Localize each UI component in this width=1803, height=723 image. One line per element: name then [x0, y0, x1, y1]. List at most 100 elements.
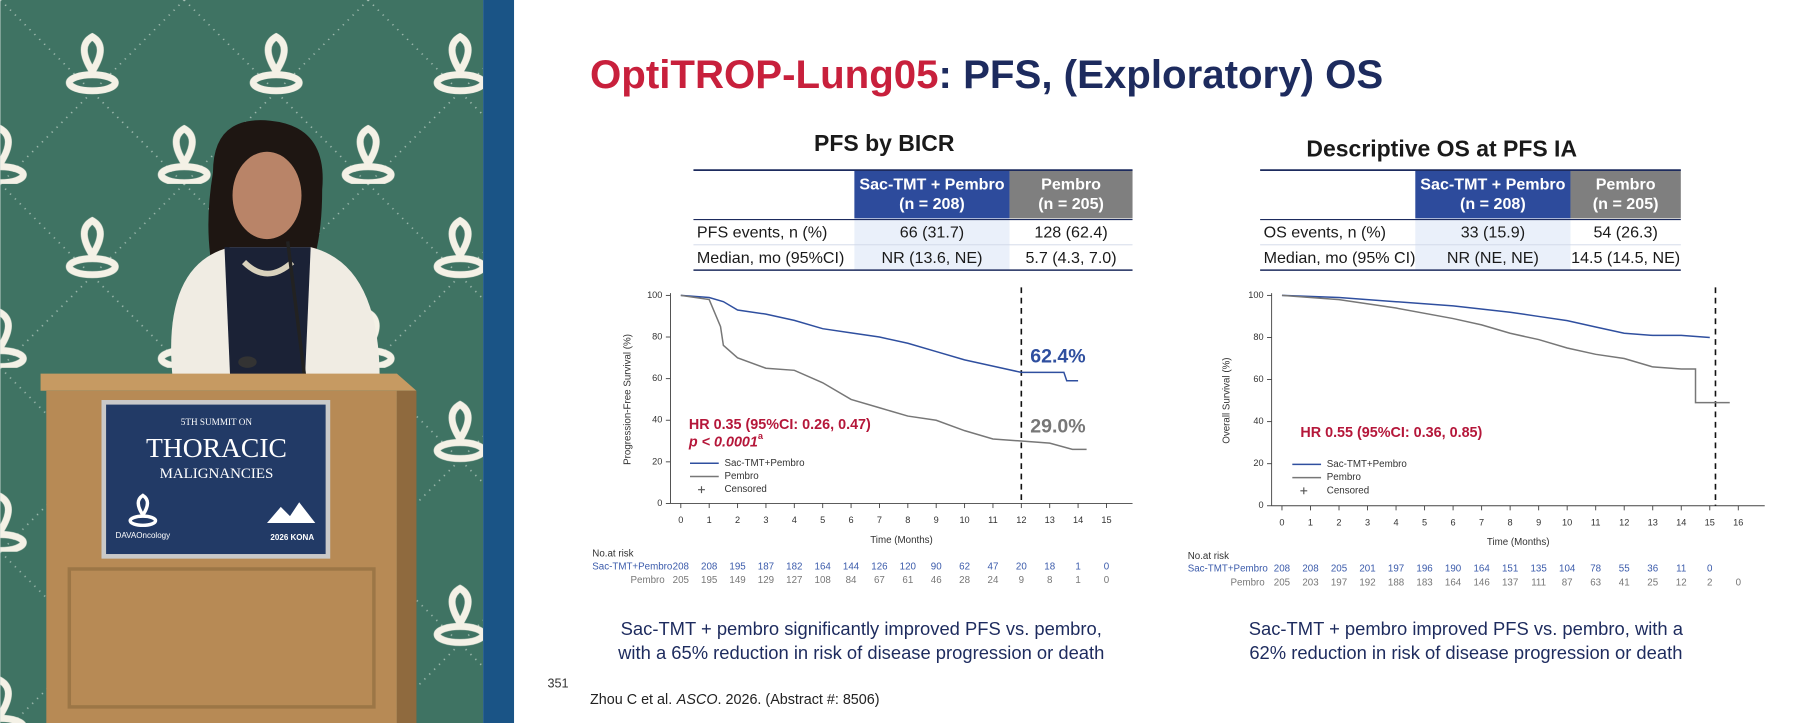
landmark-label: 62.4% [1030, 346, 1085, 368]
y-tick-label: 40 [1253, 416, 1263, 426]
legend-swatch [1300, 487, 1308, 495]
table-header-cell [854, 170, 1010, 219]
panel-heading: PFS by BICR [814, 130, 955, 156]
risk-count: 11 [1676, 564, 1686, 575]
y-tick-label: 60 [1253, 374, 1263, 384]
risk-count: 197 [1388, 564, 1404, 575]
table-cell: 66 (31.7) [900, 224, 964, 242]
risk-count: 135 [1531, 564, 1548, 575]
risk-count: 41 [1619, 577, 1630, 588]
risk-count: 67 [874, 575, 885, 586]
x-tick-label: 0 [678, 515, 683, 525]
sign-text: 2026 KONA [270, 533, 314, 542]
risk-count: 192 [1359, 577, 1375, 588]
panel-heading: Descriptive OS at PFS IA [1306, 136, 1577, 162]
risk-count: 151 [1502, 564, 1518, 575]
table-cell: OS events, n (%) [1264, 224, 1386, 242]
table-cell: 128 (62.4) [1034, 224, 1107, 242]
survival-curve [680, 294, 1087, 451]
survival-curve [1281, 294, 1730, 404]
x-axis-label: Time (Months) [870, 535, 933, 546]
citation-rest: . 2026. (Abstract #: 8506) [718, 692, 880, 708]
x-tick-label: 16 [1733, 517, 1743, 527]
x-tick-label: 9 [934, 515, 939, 525]
risk-count: 0 [1104, 561, 1110, 572]
x-tick-label: 0 [1279, 517, 1284, 527]
risk-count: 47 [988, 561, 999, 572]
survival-curve [1281, 294, 1710, 339]
risk-count: 104 [1559, 564, 1576, 575]
legend-label: Pembro [724, 471, 759, 482]
risk-count: 201 [1359, 564, 1375, 575]
risk-count: 28 [959, 575, 970, 586]
p-value: p < 0.0001a [688, 431, 764, 450]
table-header: (n = 205) [1593, 195, 1659, 213]
y-tick-label: 20 [1253, 458, 1263, 468]
risk-count: 197 [1331, 577, 1347, 588]
risk-count: 208 [701, 561, 717, 572]
x-tick-label: 8 [1508, 517, 1513, 527]
y-tick-label: 0 [657, 498, 662, 508]
table-header: (n = 208) [1460, 195, 1526, 213]
citation-journal: ASCO [676, 692, 718, 708]
citation: Zhou C et al. ASCO. 2026. (Abstract #: 85… [590, 692, 880, 708]
risk-count: 36 [1647, 564, 1658, 575]
x-tick-label: 1 [1308, 517, 1313, 527]
risk-count: 2 [1707, 577, 1712, 588]
risk-count: 205 [1331, 564, 1348, 575]
table-cell: Median, mo (95% CI) [1264, 249, 1416, 267]
table-header-cell [1570, 170, 1681, 219]
summary-text: Sac-TMT + pembro improved PFS vs. pembro… [1249, 618, 1684, 639]
risk-count: 55 [1619, 564, 1630, 575]
table-cell: 5.7 (4.3, 7.0) [1025, 249, 1116, 267]
risk-count: 208 [1274, 564, 1290, 575]
legend-label: Sac-TMT+Pembro [1327, 459, 1408, 470]
risk-count: 149 [729, 575, 745, 586]
risk-count: 126 [871, 561, 887, 572]
x-tick-label: 11 [988, 515, 998, 525]
x-tick-label: 10 [1562, 517, 1572, 527]
risk-count: 18 [1044, 561, 1055, 572]
sign-text: 5TH SUMMIT ON [181, 417, 253, 427]
x-tick-label: 4 [1393, 517, 1398, 527]
x-tick-label: 1 [707, 515, 712, 525]
legend-swatch [698, 486, 705, 494]
page-number: 351 [547, 676, 568, 690]
summary-text: 62% reduction in risk of disease progres… [1249, 642, 1682, 663]
risk-count: 188 [1388, 577, 1404, 588]
risk-count: 195 [729, 561, 746, 572]
slide-title: OptiTROP-Lung05: PFS, (Exploratory) OS [590, 52, 1383, 97]
risk-count: 208 [673, 561, 689, 572]
y-tick-label: 60 [652, 373, 662, 383]
table-header: Pembro [1041, 175, 1101, 193]
y-tick-label: 80 [1253, 332, 1263, 342]
risk-count: 111 [1531, 577, 1546, 588]
risk-count: 46 [931, 575, 942, 586]
x-tick-label: 6 [1451, 517, 1456, 527]
risk-count: 78 [1590, 564, 1601, 575]
x-tick-label: 11 [1591, 517, 1601, 527]
risk-count: 24 [988, 575, 999, 586]
risk-count: 20 [1016, 561, 1027, 572]
landmark-label: 29.0% [1030, 416, 1085, 438]
risk-count: 62 [959, 561, 970, 572]
podium: 5TH SUMMIT ON THORACIC MALIGNANCIES DAVA… [40, 373, 417, 723]
risk-count: 183 [1416, 577, 1432, 588]
y-axis-label: Overall Survival (%) [1221, 357, 1232, 443]
risk-count: 120 [900, 561, 917, 572]
x-tick-label: 12 [1016, 515, 1026, 525]
table-header-cell [1009, 170, 1133, 219]
p-value-note: a [758, 431, 764, 441]
legend-label: Censored [724, 484, 766, 495]
x-tick-label: 7 [877, 515, 882, 525]
x-tick-label: 9 [1536, 517, 1541, 527]
risk-count: 187 [758, 561, 774, 572]
sign-text: THORACIC [146, 432, 287, 463]
table-header: Sac-TMT + Pembro [859, 175, 1004, 193]
citation-authors: Zhou C et al. [590, 692, 672, 708]
x-tick-label: 15 [1705, 517, 1715, 527]
table-cell: 33 (15.9) [1461, 224, 1525, 242]
x-tick-label: 12 [1619, 517, 1629, 527]
